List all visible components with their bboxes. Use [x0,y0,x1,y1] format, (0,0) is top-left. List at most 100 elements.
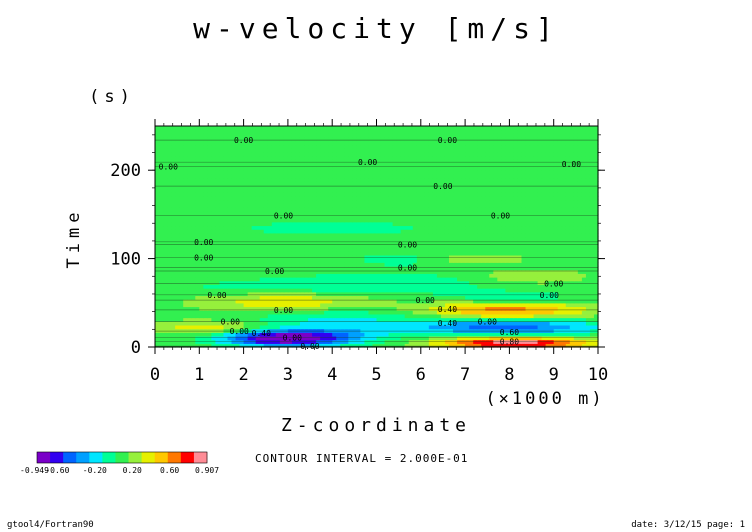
heatmap-cell [271,203,277,208]
heatmap-cell [489,321,494,326]
heatmap-cell [408,214,414,219]
heatmap-cell [191,218,196,223]
heatmap-cell [304,332,309,337]
heatmap-cell [167,218,172,223]
heatmap-cell [175,258,180,263]
heatmap-cell [436,288,442,293]
heatmap-cell [324,188,329,193]
heatmap-cell [235,184,241,190]
heatmap-cell [497,265,502,271]
heatmap-cell [312,324,317,330]
heatmap-cell [481,258,486,263]
heatmap-cell [175,221,180,227]
heatmap-cell [295,265,301,271]
heatmap-cell [525,251,531,256]
heatmap-cell [549,199,555,204]
heatmap-cell [549,280,555,285]
heatmap-cell [400,214,406,219]
heatmap-cell [187,328,192,333]
heatmap-cell [356,299,361,304]
heatmap-cell [400,328,406,333]
heatmap-cell [400,225,406,230]
heatmap-cell [308,247,313,252]
heatmap-cell [457,218,462,223]
heatmap-cell [513,240,519,245]
heatmap-cell [308,210,313,215]
heatmap-cell [485,324,490,330]
heatmap-cell [283,291,289,297]
heatmap-cell [513,288,519,293]
heatmap-cell [299,328,305,333]
heatmap-cell [380,295,386,300]
heatmap-cell [263,218,269,223]
heatmap-cell [461,232,466,238]
heatmap-cell [396,195,402,201]
heatmap-cell [199,225,204,230]
heatmap-cell [477,225,482,230]
heatmap-cell [376,251,382,256]
heatmap-cell [416,207,422,212]
heatmap-cell [223,229,229,234]
heatmap-cell [356,258,361,263]
heatmap-cell [513,321,519,326]
heatmap-cell [537,214,543,219]
heatmap-cell [565,207,571,212]
heatmap-cell [545,247,551,252]
heatmap-cell [344,210,349,215]
heatmap-cell [545,188,551,193]
heatmap-cell [384,229,390,234]
heatmap-cell [251,240,257,245]
heatmap-cell [283,247,289,252]
heatmap-cell [513,229,519,234]
heatmap-cell [267,218,273,223]
heatmap-cell [541,225,547,230]
heatmap-cell [432,317,438,322]
heatmap-cell [404,343,410,348]
heatmap-cell [259,277,265,282]
heatmap-cell [199,332,204,337]
heatmap-cell [465,221,470,227]
heatmap-cell [332,254,337,260]
heatmap-cell [513,221,519,227]
heatmap-cell [553,265,559,271]
heatmap-cell [183,192,188,197]
heatmap-cell [505,299,510,304]
heatmap-cell [585,207,591,212]
heatmap-cell [255,188,261,193]
heatmap-cell [509,265,515,271]
heatmap-cell [501,262,506,267]
heatmap-cell [324,192,329,197]
heatmap-cell [235,254,241,260]
heatmap-cell [243,225,249,230]
heatmap-cell [497,335,502,341]
heatmap-cell [553,203,559,208]
heatmap-cell [541,181,547,186]
heatmap-cell [473,265,478,271]
heatmap-cell [299,335,305,341]
heatmap-cell [219,328,225,333]
heatmap-cell [432,332,438,337]
heatmap-cell [291,313,297,319]
heatmap-cell [368,280,374,285]
heatmap-cell [235,277,241,282]
heatmap-cell [279,317,285,322]
heatmap-cell [368,313,374,319]
heatmap-cell [372,225,378,230]
heatmap-cell [360,262,366,267]
heatmap-cell [175,181,180,186]
heatmap-cell [477,221,482,227]
heatmap-cell [440,192,446,197]
heatmap-cell [457,240,462,245]
heatmap-cell [416,195,422,201]
heatmap-cell [155,321,160,326]
heatmap-cell [416,214,422,219]
heatmap-cell [372,313,378,319]
heatmap-cell [529,284,535,289]
heatmap-cell [436,236,442,241]
heatmap-cell [481,195,486,201]
heatmap-cell [545,254,551,260]
heatmap-cell [400,254,406,260]
heatmap-cell [219,324,225,330]
heatmap-cell [336,243,341,249]
heatmap-cell [376,199,382,204]
